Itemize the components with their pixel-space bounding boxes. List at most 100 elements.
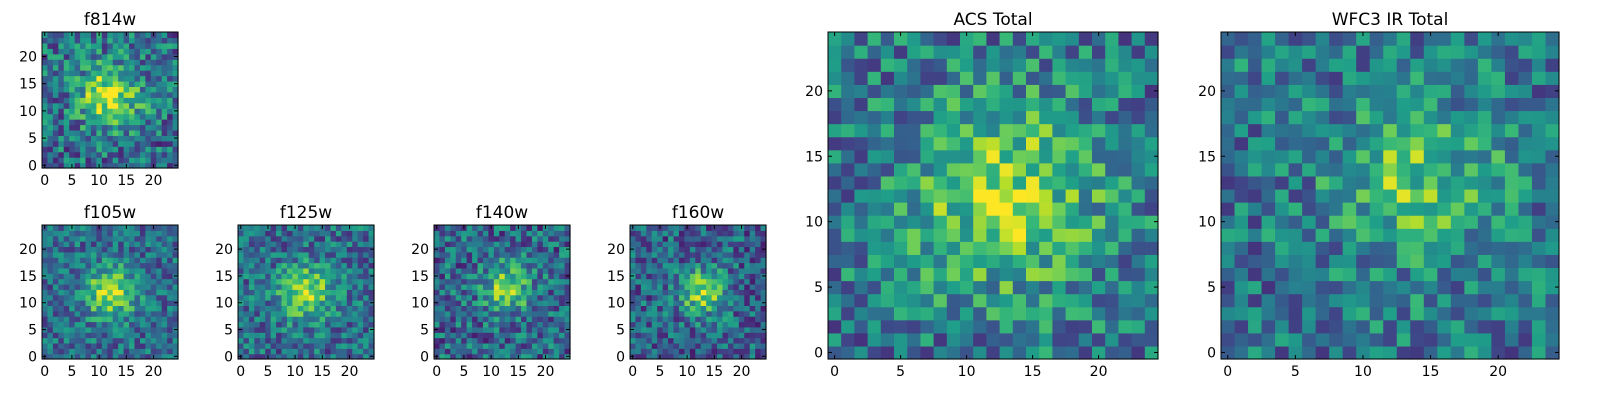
heatmap-cell xyxy=(755,294,762,301)
heatmap-cell xyxy=(335,294,342,301)
heatmap-cell xyxy=(139,146,146,153)
heatmap-cell xyxy=(1329,123,1344,138)
heatmap-cell xyxy=(548,316,555,323)
heatmap-cell xyxy=(90,337,97,344)
heatmap-cell xyxy=(118,42,125,49)
heatmap-cell xyxy=(259,246,266,253)
heatmap-cell xyxy=(738,342,745,349)
heatmap-cell xyxy=(651,332,658,339)
heatmap-cell xyxy=(986,319,1001,334)
heatmap-cell xyxy=(1131,254,1146,269)
heatmap-cell xyxy=(854,32,869,46)
heatmap-cell xyxy=(69,48,76,55)
heatmap-cell xyxy=(933,319,948,334)
heatmap-cell xyxy=(107,300,114,306)
heatmap-cell xyxy=(265,305,272,312)
heatmap-cell xyxy=(1464,149,1479,164)
heatmap-cell xyxy=(297,326,304,333)
heatmap-cell xyxy=(118,64,125,71)
heatmap-cell xyxy=(504,241,511,248)
heatmap-cell xyxy=(238,267,245,274)
heatmap-cell xyxy=(85,246,92,253)
heatmap-cell xyxy=(711,241,718,248)
heatmap-cell xyxy=(167,342,174,349)
heatmap-cell xyxy=(472,267,479,274)
heatmap-cell xyxy=(1105,345,1119,360)
heatmap-cell xyxy=(1545,149,1560,164)
heatmap-cell xyxy=(461,283,468,290)
heatmap-cell xyxy=(101,91,108,98)
heatmap-cell xyxy=(867,254,882,269)
heatmap-cell xyxy=(42,75,49,82)
heatmap-cell xyxy=(504,246,511,253)
heatmap-cell xyxy=(841,175,855,190)
heatmap-cell xyxy=(477,353,484,360)
heatmap-cell xyxy=(880,215,895,229)
heatmap-cell xyxy=(828,84,842,98)
heatmap-cell xyxy=(1369,267,1384,282)
heatmap-cell xyxy=(150,86,157,93)
heatmap-cell xyxy=(145,251,152,258)
heatmap-cell xyxy=(107,113,114,120)
heatmap-cell xyxy=(450,225,457,231)
heatmap-cell xyxy=(118,75,125,82)
heatmap-cell xyxy=(461,316,468,323)
heatmap-cell xyxy=(308,225,315,231)
heatmap-cell xyxy=(129,257,136,264)
heatmap-cell xyxy=(526,273,533,280)
heatmap-cell xyxy=(156,262,163,269)
heatmap-cell xyxy=(553,225,560,231)
heatmap-cell xyxy=(243,316,250,323)
heatmap-cell xyxy=(1052,110,1067,125)
heatmap-cell xyxy=(684,305,691,312)
heatmap-cell xyxy=(47,48,54,55)
heatmap-cell xyxy=(265,246,272,253)
heatmap-cell xyxy=(52,64,59,71)
heatmap-cell xyxy=(363,278,370,285)
heatmap-cell xyxy=(346,251,353,258)
heatmap-cell xyxy=(145,108,152,115)
heatmap-cell xyxy=(1302,228,1317,242)
heatmap-cell xyxy=(1491,345,1506,360)
heatmap-cell xyxy=(1423,149,1438,164)
heatmap-cell xyxy=(1221,280,1236,295)
heatmap-cell xyxy=(63,48,70,55)
heatmap-cell xyxy=(145,135,152,142)
heatmap-cell xyxy=(1234,32,1249,46)
heatmap-cell xyxy=(673,257,680,264)
heatmap-cell xyxy=(1410,97,1425,112)
heatmap-cell xyxy=(706,305,713,312)
heatmap-cell xyxy=(635,289,642,296)
heatmap-cell xyxy=(118,80,125,87)
heatmap-cell xyxy=(662,273,669,280)
heatmap-cell xyxy=(47,129,54,136)
heatmap-cell xyxy=(1261,149,1276,164)
heatmap-cell xyxy=(482,294,489,301)
heatmap-cell xyxy=(150,283,157,290)
heatmap-cell xyxy=(488,321,495,328)
heatmap-cell xyxy=(123,332,130,339)
heatmap-cell xyxy=(444,348,451,355)
heatmap-cell xyxy=(150,235,157,242)
heatmap-cell xyxy=(107,48,114,55)
heatmap-cell xyxy=(118,251,125,258)
heatmap-cell xyxy=(1234,241,1249,255)
heatmap-cell xyxy=(134,294,141,301)
heatmap-cell xyxy=(85,342,92,349)
heatmap-cell xyxy=(172,230,179,237)
heatmap-cell xyxy=(112,348,119,355)
heatmap-cell xyxy=(841,136,855,151)
heatmap-cell xyxy=(167,246,174,253)
heatmap-cell xyxy=(156,140,163,147)
heatmap-cell xyxy=(828,149,842,164)
heatmap-cell xyxy=(542,246,549,253)
heatmap-cell xyxy=(673,321,680,328)
heatmap-cell xyxy=(74,129,81,136)
heatmap-cell xyxy=(999,45,1014,59)
heatmap-cell xyxy=(493,230,500,237)
heatmap-cell xyxy=(482,267,489,274)
heatmap-cell xyxy=(150,348,157,355)
heatmap-cell xyxy=(145,124,152,131)
heatmap-cell xyxy=(368,289,375,296)
heatmap-cell xyxy=(504,332,511,339)
